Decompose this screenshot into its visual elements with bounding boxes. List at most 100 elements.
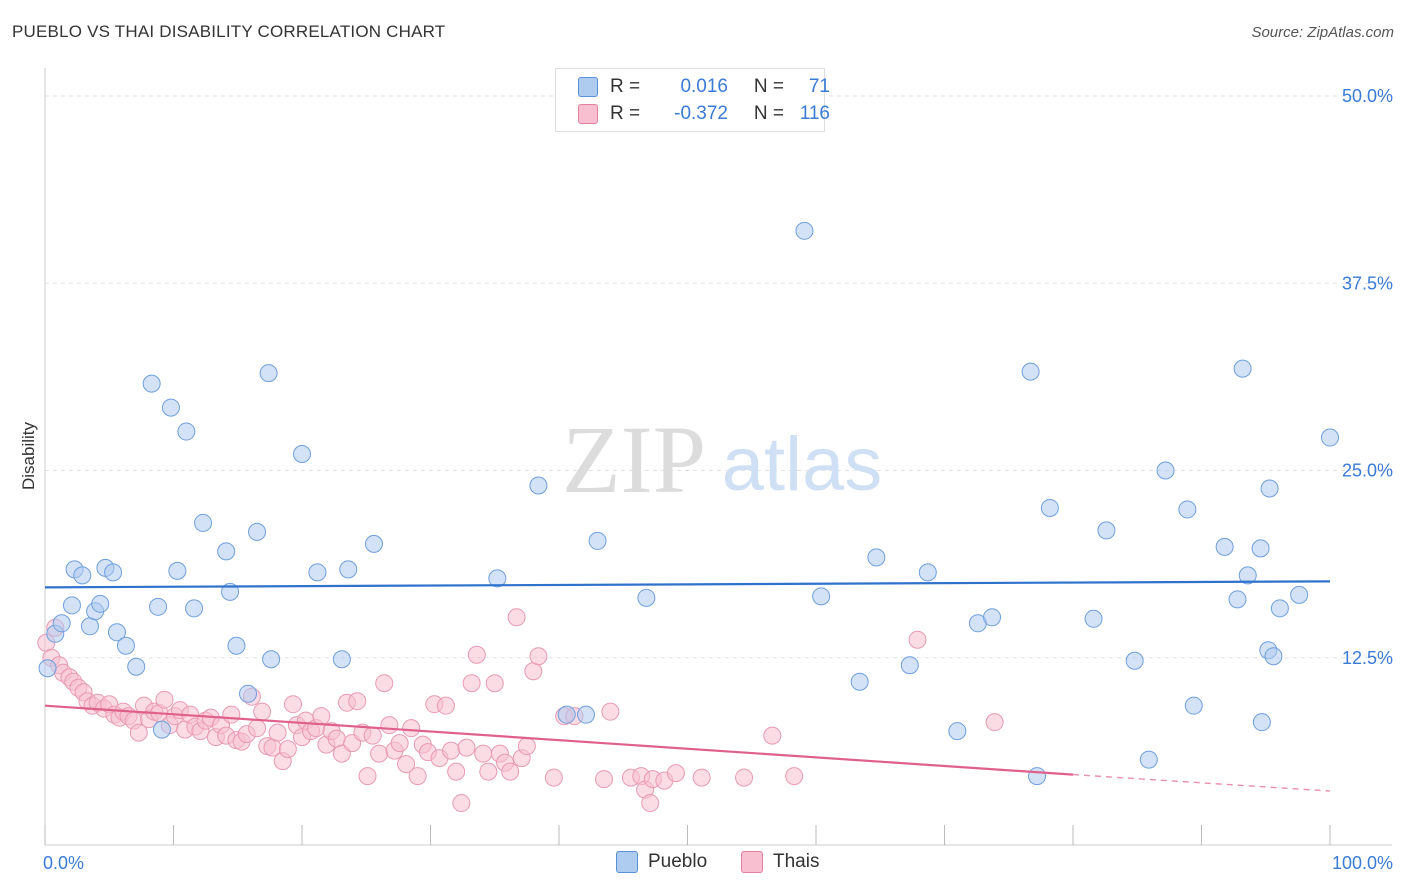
thai-trend-line [44, 704, 1074, 776]
thai-point [452, 794, 471, 813]
watermark-atlas: atlas [722, 422, 883, 507]
series-label-thai: Thais [773, 851, 820, 872]
pueblo-point [127, 657, 146, 676]
pueblo-point [1156, 461, 1175, 480]
pueblo-point [104, 563, 123, 582]
pueblo-point [149, 597, 168, 616]
thai-point [735, 768, 754, 787]
thai-point [601, 702, 620, 721]
thai-point [985, 713, 1004, 732]
pueblo-point [107, 623, 126, 642]
thai-point [436, 696, 455, 715]
pueblo-point [1184, 696, 1203, 715]
thai-point [501, 762, 520, 781]
thai-point [402, 719, 421, 738]
legend-r-value: -0.372 [674, 103, 728, 124]
pueblo-point [248, 522, 267, 541]
series-label-pueblo: Pueblo [648, 851, 708, 872]
legend-swatch-pueblo [578, 77, 598, 97]
chart-source: Source: ZipAtlas.com [1251, 24, 1394, 41]
thai-point [408, 767, 427, 786]
legend-n-value: 116 [799, 103, 830, 124]
pueblo-point [1215, 537, 1234, 556]
pueblo-point [168, 561, 187, 580]
thai-point [485, 674, 504, 693]
pueblo-point [850, 672, 869, 691]
pueblo-point [576, 705, 595, 724]
thai-point [785, 767, 804, 786]
pueblo-point [1228, 590, 1247, 609]
thai-point [397, 755, 416, 774]
thai-point [524, 662, 543, 681]
pueblo-point [867, 548, 886, 567]
pueblo-point [795, 221, 814, 240]
pueblo-point [588, 531, 607, 550]
pueblo-point [194, 513, 213, 532]
thai-point [312, 707, 331, 726]
pueblo-point [1270, 599, 1289, 618]
pueblo-point [1290, 585, 1309, 604]
thai-point [517, 737, 536, 756]
pueblo-point [1139, 750, 1158, 769]
pueblo-point [1238, 566, 1257, 585]
pueblo-trend-line [44, 580, 1331, 589]
pueblo-point [1321, 428, 1339, 447]
pueblo-point [52, 614, 71, 633]
pueblo-point [217, 542, 236, 561]
pueblo-point [488, 569, 507, 588]
pueblo-point [293, 445, 311, 464]
pueblo-point [142, 374, 161, 393]
pueblo-point [557, 705, 576, 724]
axes [44, 68, 1392, 846]
pueblo-point [637, 588, 656, 607]
grid-lines [45, 95, 1392, 659]
x-tick-label-max: 100.0% [1332, 853, 1393, 873]
watermark-zip: ZIP [562, 406, 706, 513]
pueblo-point [80, 617, 99, 636]
thai-point [390, 734, 409, 753]
stats-legend: R = 0.016 N = 71 R = -0.372 N = 116 [555, 68, 830, 132]
x-tick-label-min: 0.0% [43, 853, 84, 873]
pueblo-point [1125, 651, 1144, 670]
thai-point [529, 647, 548, 666]
thai-point [507, 608, 526, 627]
thai-point [358, 767, 377, 786]
pueblo-point [62, 596, 81, 615]
pueblo-point [262, 650, 281, 669]
pueblo-point [339, 560, 358, 579]
thai-points [37, 608, 1004, 813]
pueblo-point [152, 720, 171, 739]
thai-trend-extension [1072, 773, 1331, 792]
thai-point [253, 702, 272, 721]
y-axis-label: Disability [19, 421, 38, 490]
thai-point [375, 674, 394, 693]
pueblo-point [983, 608, 1002, 627]
pueblo-point [1021, 362, 1040, 381]
pueblo-point [1252, 713, 1271, 732]
thai-point [467, 645, 486, 664]
series-legend-thai[interactable]: Thais [741, 851, 819, 873]
legend-row-pueblo: R = 0.016 N = 71 [578, 73, 830, 101]
pueblo-points [38, 221, 1339, 786]
thai-point [666, 764, 685, 783]
pueblo-point [1264, 647, 1283, 666]
thai-point [248, 719, 267, 738]
thai-point [222, 705, 241, 724]
thai-point [479, 762, 498, 781]
pueblo-point [239, 684, 258, 703]
thai-point [380, 716, 399, 735]
thai-point [641, 794, 660, 813]
pueblo-point [227, 636, 246, 655]
pueblo-point [1028, 767, 1047, 786]
series-legend-pueblo[interactable]: Pueblo [616, 851, 707, 873]
pueblo-point [900, 656, 919, 675]
thai-point [348, 692, 367, 711]
trend-lines [44, 580, 1331, 792]
thai-point [442, 741, 461, 760]
thai-point [284, 695, 303, 714]
pueblo-point [364, 534, 383, 553]
tick-labels: 12.5% 25.0% 37.5% 50.0% 0.0% 100.0% [43, 86, 1393, 873]
pueblo-point [1178, 500, 1197, 519]
pueblo-point [1233, 359, 1252, 378]
pueblo-point [1084, 609, 1103, 628]
